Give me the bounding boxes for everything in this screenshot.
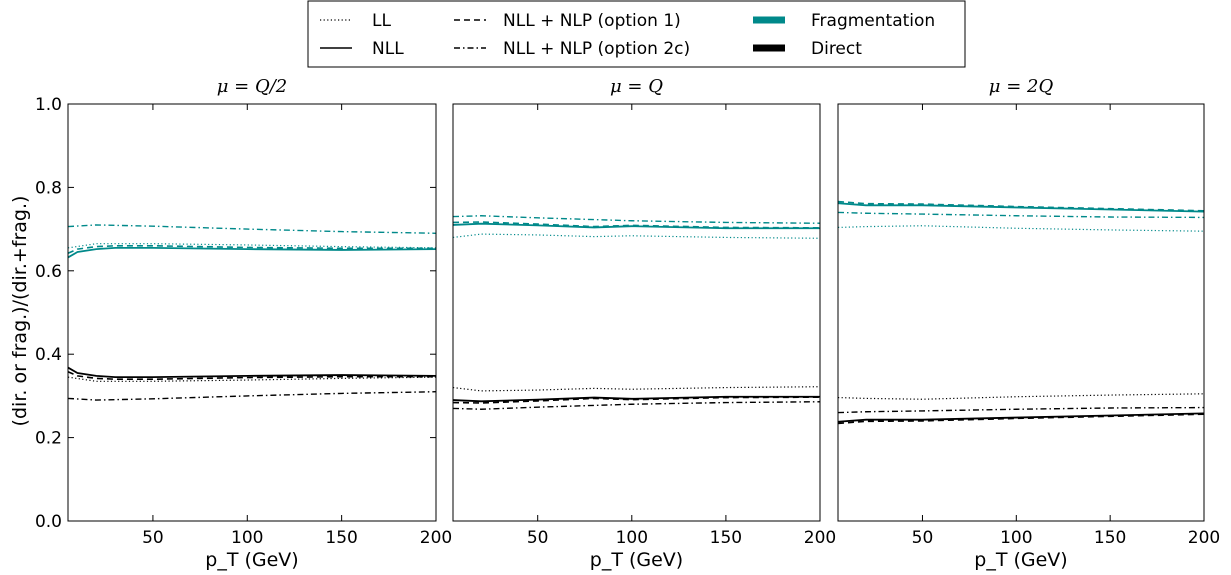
x-tick-label: 150 bbox=[710, 528, 742, 548]
plot-frame bbox=[67, 103, 437, 522]
series-fragmentation-dashdot bbox=[452, 215, 821, 224]
panel-mu-2q: μ = 2Q p_T (GeV) 50 100 150 200 bbox=[837, 76, 1220, 571]
x-axis-label: p_T (GeV) bbox=[974, 549, 1067, 571]
series-fragmentation-solid bbox=[452, 222, 820, 230]
series-fragmentation-dotted bbox=[837, 225, 1205, 232]
y-tick-label: 0.8 bbox=[35, 178, 62, 198]
legend-label-fragmentation: Fragmentation bbox=[811, 11, 935, 31]
x-tick-label: 200 bbox=[420, 528, 452, 548]
series-direct-dotted bbox=[452, 386, 821, 392]
series-direct-dashed bbox=[452, 396, 821, 404]
series-direct-solid bbox=[837, 412, 1205, 423]
series-fragmentation-dashdot bbox=[67, 224, 437, 234]
x-tick-label: 150 bbox=[325, 528, 357, 548]
series-fragmentation-solid bbox=[837, 202, 1205, 213]
series-direct-solid bbox=[452, 395, 820, 403]
y-tick-label: 0.2 bbox=[35, 429, 62, 449]
x-tick-label: 100 bbox=[616, 528, 648, 548]
series-fragmentation-solid bbox=[67, 246, 437, 259]
series-direct-dashed bbox=[837, 413, 1205, 425]
series-direct-solid bbox=[67, 366, 437, 379]
legend-label-direct: Direct bbox=[811, 39, 862, 59]
plot-frame bbox=[837, 103, 1205, 522]
x-tick-label: 100 bbox=[1000, 528, 1032, 548]
panel-mu-q: μ = Q p_T (GeV) 50 100 150 200 bbox=[452, 76, 836, 571]
y-tick-label: 0.6 bbox=[35, 262, 62, 282]
legend: LL NLL NLL + NLP (option 1) NLL + NLP (o… bbox=[307, 0, 966, 68]
series-direct-dotted bbox=[837, 393, 1205, 400]
y-tick-label: 1.0 bbox=[35, 95, 62, 115]
panel-title: μ = Q bbox=[610, 76, 663, 97]
x-tick-label: 200 bbox=[1188, 528, 1220, 548]
x-tick-label: 100 bbox=[231, 528, 263, 548]
series-fragmentation-dashdot bbox=[837, 211, 1205, 219]
panel-title: μ = Q/2 bbox=[217, 76, 288, 97]
series-direct-dashdot bbox=[452, 401, 821, 410]
y-tick-label: 0.4 bbox=[35, 345, 62, 365]
series-fragmentation-dashed bbox=[452, 221, 821, 229]
legend-label-ll: LL bbox=[372, 11, 391, 31]
x-tick-label: 200 bbox=[804, 528, 836, 548]
x-tick-label: 50 bbox=[142, 528, 164, 548]
series-direct-dashdot bbox=[837, 406, 1205, 414]
series-fragmentation-dashed bbox=[837, 200, 1205, 212]
legend-label-nll: NLL bbox=[372, 39, 404, 59]
y-tick-label: 0.0 bbox=[35, 512, 62, 532]
legend-frame bbox=[307, 0, 966, 68]
x-tick-label: 150 bbox=[1094, 528, 1126, 548]
y-axis-label: (dir. or frag.)/(dir.+frag.) bbox=[9, 196, 31, 427]
x-tick-label: 50 bbox=[912, 528, 934, 548]
panel-title: μ = 2Q bbox=[989, 76, 1054, 97]
plot-frame bbox=[452, 103, 821, 522]
panel-mu-half-q: μ = Q/2 p_T (GeV) 50 100 150 200 0.0 0.2 0.4 0.… bbox=[35, 76, 452, 571]
x-axis-label: p_T (GeV) bbox=[590, 549, 683, 571]
x-axis-label: p_T (GeV) bbox=[205, 549, 298, 571]
series-direct-dashed bbox=[67, 370, 436, 381]
series-fragmentation-dashed bbox=[67, 244, 436, 255]
series-direct-dashdot bbox=[67, 391, 437, 401]
series-fragmentation-dotted bbox=[452, 233, 821, 239]
x-tick-label: 50 bbox=[527, 528, 549, 548]
legend-label-nlp2c: NLL + NLP (option 2c) bbox=[503, 39, 690, 59]
legend-label-nlp1: NLL + NLP (option 1) bbox=[503, 11, 681, 31]
